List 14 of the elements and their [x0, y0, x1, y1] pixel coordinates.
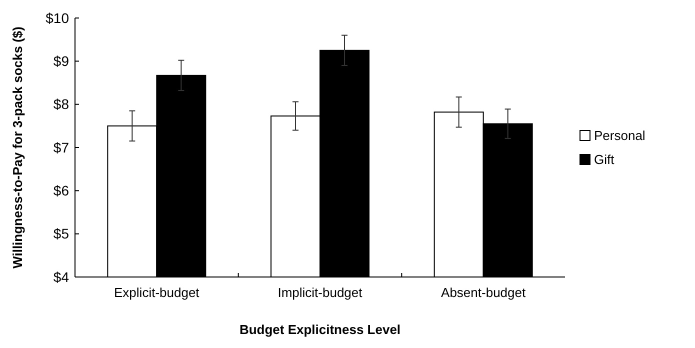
- x-tick-label: Explicit-budget: [114, 285, 200, 300]
- y-tick-label: $10: [46, 10, 70, 26]
- x-axis-title: Budget Explicitness Level: [239, 322, 401, 337]
- legend-label: Personal: [594, 128, 646, 144]
- y-tick-label: $9: [53, 53, 70, 70]
- x-tick-label: Implicit-budget: [278, 285, 363, 300]
- legend-label: Gift: [594, 152, 615, 168]
- x-tick-label: Absent-budget: [441, 285, 526, 300]
- y-tick-label: $4: [53, 268, 70, 285]
- y-axis-title: Willingness-to-Pay for 3-pack socks ($): [10, 26, 25, 268]
- y-tick-label: $6: [53, 182, 70, 199]
- y-tick-label: $8: [53, 96, 70, 112]
- y-tick-label: $5: [53, 226, 70, 242]
- y-tick-label: $7: [53, 139, 70, 156]
